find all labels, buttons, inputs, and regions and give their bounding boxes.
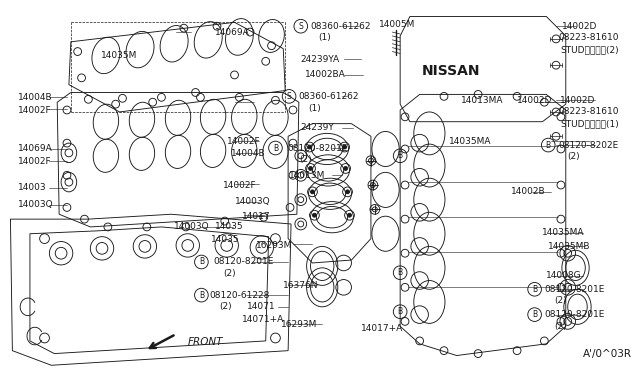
Text: 14071: 14071 (247, 302, 276, 311)
Text: S: S (287, 92, 291, 101)
Text: 14002F: 14002F (18, 106, 52, 115)
Text: 14035MA: 14035MA (543, 228, 585, 237)
Text: (2): (2) (568, 152, 580, 161)
Circle shape (308, 167, 312, 170)
Text: 14002D: 14002D (560, 96, 595, 105)
Circle shape (346, 190, 349, 194)
Text: 14002F: 14002F (223, 180, 257, 189)
Text: (2): (2) (554, 296, 567, 305)
Text: 14013M: 14013M (289, 171, 326, 180)
Text: B: B (199, 291, 204, 299)
Text: B: B (546, 141, 551, 150)
Circle shape (342, 145, 347, 149)
Text: 14004B: 14004B (18, 93, 53, 102)
Text: 14008G: 14008G (547, 271, 582, 280)
Text: (2): (2) (219, 302, 232, 311)
Text: 14003Q: 14003Q (234, 197, 270, 206)
Text: (2): (2) (223, 269, 236, 278)
Text: 14004B: 14004B (230, 149, 265, 158)
Text: 14017+A: 14017+A (361, 324, 403, 333)
Text: B: B (532, 310, 537, 319)
Text: 08223-81610: 08223-81610 (558, 33, 618, 42)
Text: 14002B: 14002B (511, 187, 546, 196)
Text: (1): (1) (318, 33, 331, 42)
Text: STUDスタッド(1): STUDスタッド(1) (560, 119, 619, 128)
Text: B: B (397, 307, 403, 316)
Text: A'/0^03R: A'/0^03R (583, 349, 632, 359)
Text: 16376N: 16376N (284, 281, 319, 290)
Text: (2): (2) (299, 155, 312, 164)
Text: (1): (1) (308, 103, 321, 113)
Text: 14069A: 14069A (18, 144, 53, 154)
Circle shape (344, 167, 348, 170)
Text: 14003Q: 14003Q (18, 200, 54, 209)
Text: B: B (397, 268, 403, 277)
Text: 14035MB: 14035MB (548, 242, 591, 251)
Text: 16293M: 16293M (256, 241, 292, 250)
Text: STUDスタッド(2): STUDスタッド(2) (560, 45, 619, 54)
Text: 08120-8201E: 08120-8201E (287, 144, 348, 153)
Text: 08120-8201E: 08120-8201E (545, 285, 605, 294)
Text: B: B (199, 257, 204, 266)
Text: 14003Q: 14003Q (174, 222, 210, 231)
Text: FRONT: FRONT (188, 337, 223, 347)
Text: (2): (2) (554, 322, 567, 331)
Text: 14002D: 14002D (562, 22, 597, 31)
Circle shape (308, 145, 312, 149)
Text: 14002BA: 14002BA (305, 70, 346, 80)
Text: NISSAN: NISSAN (422, 64, 480, 78)
Text: 14005M: 14005M (379, 20, 415, 29)
Text: 14035MA: 14035MA (449, 137, 492, 146)
Text: 08120-61228: 08120-61228 (209, 291, 269, 299)
Text: S: S (298, 22, 303, 31)
Text: 14013MA: 14013MA (461, 96, 503, 105)
Text: 08360-61262: 08360-61262 (299, 92, 359, 101)
Text: B: B (532, 285, 537, 294)
Text: 24239YA: 24239YA (301, 55, 340, 64)
Text: 24239Y: 24239Y (301, 123, 335, 132)
Text: 08223-81610: 08223-81610 (558, 108, 618, 116)
Text: 14035: 14035 (211, 235, 240, 244)
Text: 16293M: 16293M (282, 320, 317, 329)
Text: 14002F: 14002F (18, 157, 52, 166)
Text: 14069A: 14069A (215, 28, 250, 36)
Text: 08120-8202E: 08120-8202E (558, 141, 618, 150)
Text: 08360-61262: 08360-61262 (310, 22, 371, 31)
Text: 08120-8201E: 08120-8201E (545, 310, 605, 319)
Text: B: B (397, 151, 403, 160)
Text: B: B (273, 144, 278, 153)
Text: 14003: 14003 (18, 183, 47, 192)
Circle shape (310, 190, 314, 194)
Text: 14017: 14017 (243, 212, 271, 221)
Text: 14002F: 14002F (227, 137, 260, 146)
Circle shape (312, 213, 316, 217)
Text: 14035: 14035 (215, 222, 244, 231)
Text: 14035M: 14035M (101, 51, 138, 60)
Text: 14002D: 14002D (517, 96, 552, 105)
Circle shape (348, 213, 351, 217)
Text: 08120-8201E: 08120-8201E (213, 257, 273, 266)
Text: 14071+A: 14071+A (243, 315, 285, 324)
